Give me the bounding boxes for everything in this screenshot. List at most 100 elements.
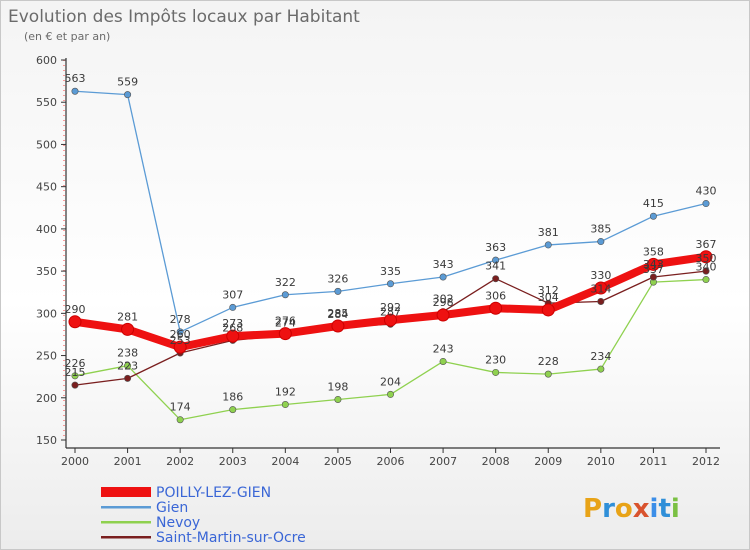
data-point [176,416,184,424]
y-tick-label: 300 [36,307,57,320]
data-point [597,238,605,246]
x-tick-label: 2008 [482,455,510,468]
data-label: 312 [538,284,559,297]
data-point [71,372,79,380]
data-label: 273 [222,317,243,330]
data-point [597,365,605,373]
data-point [544,241,552,249]
data-point [386,390,394,398]
logo-letter: x [633,494,650,524]
data-point [384,313,397,327]
data-label: 281 [117,310,138,323]
x-tick-label: 2007 [429,455,457,468]
legend-swatch [101,487,151,497]
y-tick-label: 500 [36,138,57,151]
data-point [699,250,713,264]
data-point [334,287,342,295]
data-label: 330 [590,269,611,282]
legend: POILLY-LEZ-GIENGienNevoySaint-Martin-sur… [101,485,306,546]
data-label: 274 [275,316,296,329]
chart-subtitle: (en € et par an) [24,30,110,43]
data-point [334,395,342,403]
data-label: 326 [327,272,348,285]
data-label: 243 [433,342,454,355]
data-point [226,329,240,343]
data-label: 335 [380,265,401,278]
data-label: 559 [117,76,138,89]
x-tick-label: 2009 [534,455,562,468]
data-label: 174 [170,401,191,414]
logo-letter: t [658,494,670,524]
chart-axes: 150 200 250 300 350 400 450 500 550 600 2000 2001 20… [36,54,720,468]
data-label: 290 [65,303,86,316]
data-label: 322 [275,276,296,289]
data-point [439,357,447,365]
data-point [492,256,500,264]
y-tick-label: 400 [36,223,57,236]
legend-swatch [101,506,151,509]
data-point [124,374,132,382]
data-label: 228 [538,355,559,368]
x-tick-label: 2012 [692,455,720,468]
data-label: 363 [485,241,506,254]
series-layer [68,87,713,424]
data-point [176,328,184,336]
data-point [702,276,710,284]
data-label: 343 [433,258,454,271]
data-label: 226 [65,357,86,370]
data-label: 298 [433,296,454,309]
data-point [492,275,500,283]
data-label: 253 [170,334,191,347]
x-tick-label: 2005 [324,455,352,468]
data-point [597,298,605,306]
logo-letter: o [615,494,633,524]
data-label: 238 [117,347,138,360]
legend-swatch [101,521,151,524]
data-label: 430 [696,185,717,198]
legend-swatch [101,536,151,539]
data-label: 350 [696,252,717,265]
data-label: 304 [538,291,559,304]
data-label: 215 [65,366,86,379]
x-tick-label: 2003 [219,455,247,468]
data-label: 415 [643,197,664,210]
data-label: 276 [275,315,296,328]
data-point [489,301,503,315]
data-point [281,291,289,299]
data-label: 314 [590,283,611,296]
data-point [439,273,447,281]
data-label: 234 [590,350,611,363]
data-point [124,362,132,370]
data-point [544,370,552,378]
data-label: 285 [327,307,348,320]
logo-letter: i [650,494,659,524]
data-point [173,340,187,354]
data-point [649,273,657,281]
data-label: 198 [327,380,348,393]
data-label: 292 [380,301,401,314]
legend-label: Saint-Martin-sur-Ocre [156,530,306,546]
x-tick-label: 2010 [587,455,615,468]
legend-label: Gien [156,500,188,516]
data-label: 204 [380,375,401,388]
data-point [649,212,657,220]
data-label: 367 [696,238,717,251]
data-label: 385 [590,223,611,236]
x-tick-label: 2006 [377,455,405,468]
x-tick-label: 2001 [114,455,142,468]
data-point [281,401,289,409]
data-point [436,308,450,322]
data-label: 343 [643,258,664,271]
data-point [646,257,660,271]
data-label: 340 [696,261,717,274]
data-point [229,303,237,311]
data-label: 230 [485,353,506,366]
data-label: 341 [485,260,506,273]
data-point [541,303,555,317]
data-label: 563 [65,72,86,85]
x-tick-label: 2004 [271,455,299,468]
x-tick-label: 2000 [61,455,89,468]
data-label: 302 [433,293,454,306]
y-tick-label: 150 [36,434,57,447]
